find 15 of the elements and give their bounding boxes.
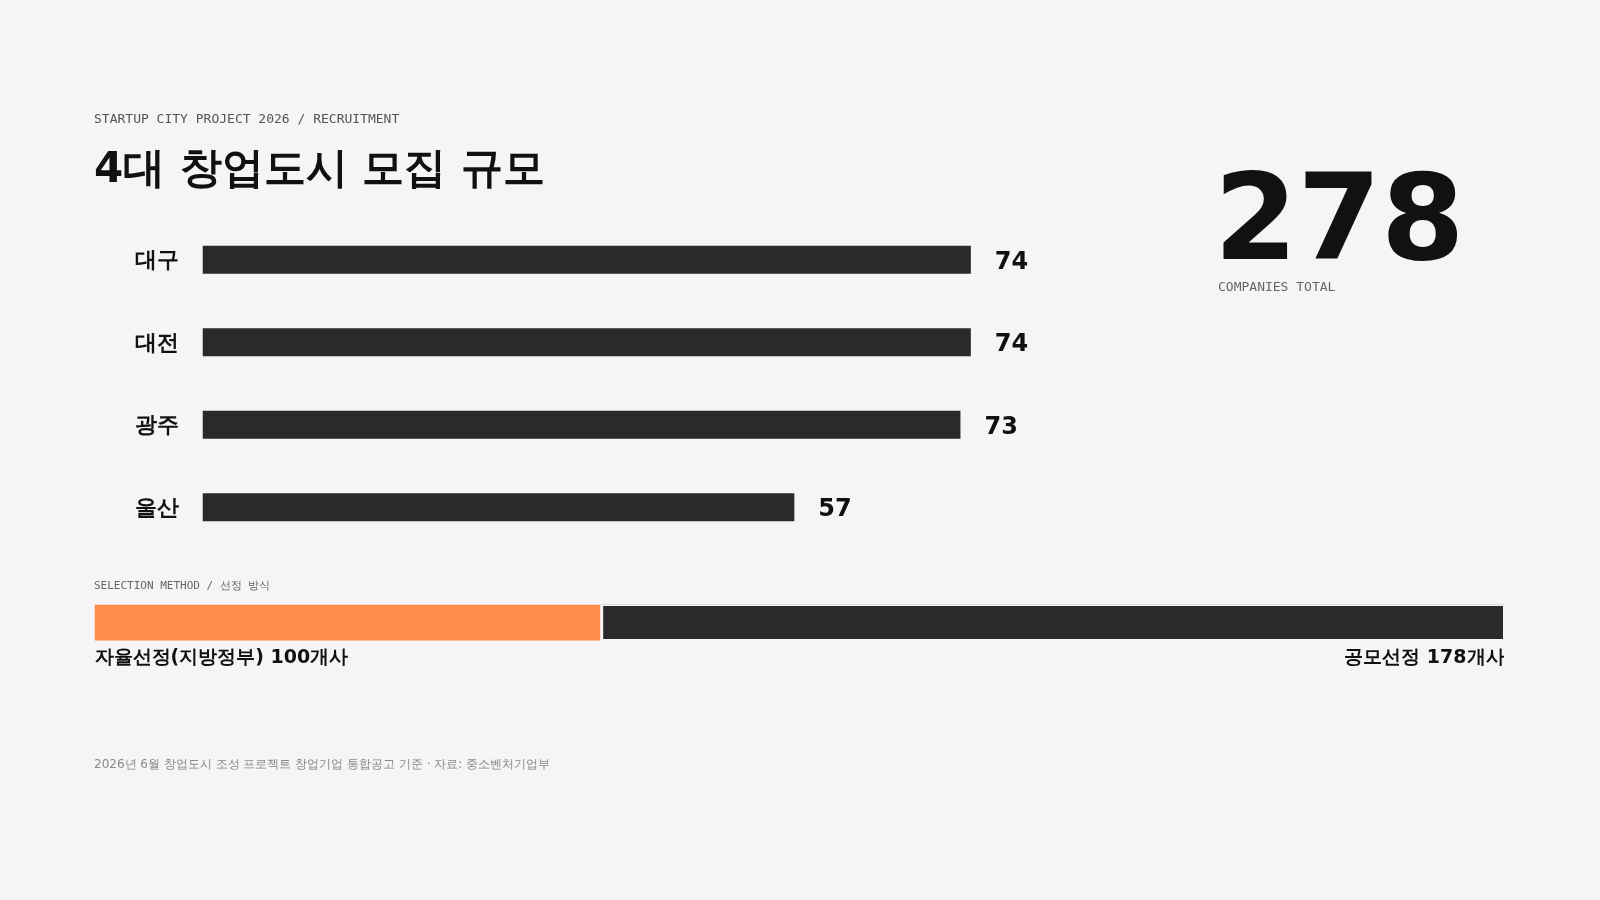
y-tick-label: 대구 [134,247,179,273]
text: COMPANIES TOTAL [1218,278,1336,296]
chart-title: 4대 창업도시 모집 규모 [94,142,546,194]
data-label: 자율선정(지방정부) 100개사 [94,644,349,667]
y-tick-label: 광주 [134,412,179,438]
data-label: 57 [818,494,852,523]
data-label: 73 [984,411,1018,440]
text: 2026년 6월 창업도시 조성 프로젝트 창업기업 통합공고 기준 · 자료: 중소벤처기업부 [94,756,551,773]
chart-subtitle: STARTUP CITY PROJECT 2026 / RECRUITMENT [94,110,400,128]
y-tick-label: 대전 [134,329,179,355]
chart-subtitle: SELECTION METHOD / 선정 방식 [94,578,271,594]
y-tick-label: 울산 [134,494,179,520]
data-label: 74 [994,329,1029,358]
data-label: 74 [994,246,1029,275]
data-label: 공모선정 178개사 [1344,644,1505,667]
